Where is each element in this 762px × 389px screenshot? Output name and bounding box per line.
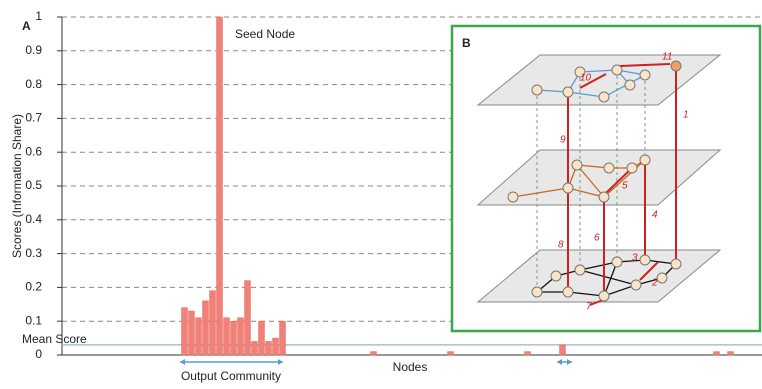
figure: A Scores (Information Share) Nodes Seed … xyxy=(0,0,762,384)
step-label: 7 xyxy=(586,302,592,313)
bar xyxy=(273,338,279,355)
bar xyxy=(210,291,216,355)
x-axis-label: Nodes xyxy=(393,360,428,374)
bar xyxy=(259,321,265,355)
step-label: 3 xyxy=(632,253,638,264)
seed-annotation: Seed Node xyxy=(235,27,295,41)
step-label: 5 xyxy=(622,181,628,192)
bar xyxy=(203,301,209,355)
inset-diagram: B 1 2 3 4 5 6 7 8 9 10 11 xyxy=(452,26,760,331)
bar xyxy=(252,341,258,355)
y-tick-label: 0.6 xyxy=(25,144,42,158)
community-annotation: Output Community xyxy=(181,369,281,383)
y-tick-label: 0.3 xyxy=(25,246,42,260)
bar xyxy=(714,352,720,355)
y-tick-label: 0.2 xyxy=(25,280,42,294)
bar xyxy=(525,352,531,355)
bar xyxy=(245,281,251,355)
bar xyxy=(371,352,377,355)
bar xyxy=(189,311,195,355)
bar xyxy=(238,318,244,355)
bar xyxy=(231,321,237,355)
step-label: 8 xyxy=(558,240,564,251)
bar xyxy=(560,345,566,355)
step-label: 2 xyxy=(651,278,658,289)
bar xyxy=(224,318,230,355)
step-label: 4 xyxy=(652,210,658,221)
bar xyxy=(266,341,272,355)
y-tick-label: 0.9 xyxy=(25,43,42,57)
y-tick-label: 0.8 xyxy=(25,77,42,91)
bar xyxy=(182,308,188,355)
bar xyxy=(217,17,223,355)
bar xyxy=(280,321,286,355)
y-tick-label: 0 xyxy=(35,347,42,361)
y-tick-label: 0.1 xyxy=(25,313,42,327)
panel-label: A xyxy=(22,19,31,33)
step-label: 9 xyxy=(560,135,566,146)
step-label: 11 xyxy=(662,52,672,63)
bar xyxy=(728,352,734,355)
step-label: 1 xyxy=(683,110,689,121)
y-axis-label: Scores (Information Share) xyxy=(10,114,24,258)
y-tick-label: 0.7 xyxy=(25,111,42,125)
step-label: 6 xyxy=(594,233,600,244)
inset-label: B xyxy=(462,36,471,50)
y-tick-label: 1 xyxy=(35,9,42,23)
y-tick-label: 0.5 xyxy=(25,178,42,192)
bar xyxy=(196,318,202,355)
y-tick-label: 0.4 xyxy=(25,212,42,226)
mean-annotation: Mean Score xyxy=(22,332,87,346)
bar xyxy=(448,352,454,355)
step-label: 10 xyxy=(580,73,592,84)
